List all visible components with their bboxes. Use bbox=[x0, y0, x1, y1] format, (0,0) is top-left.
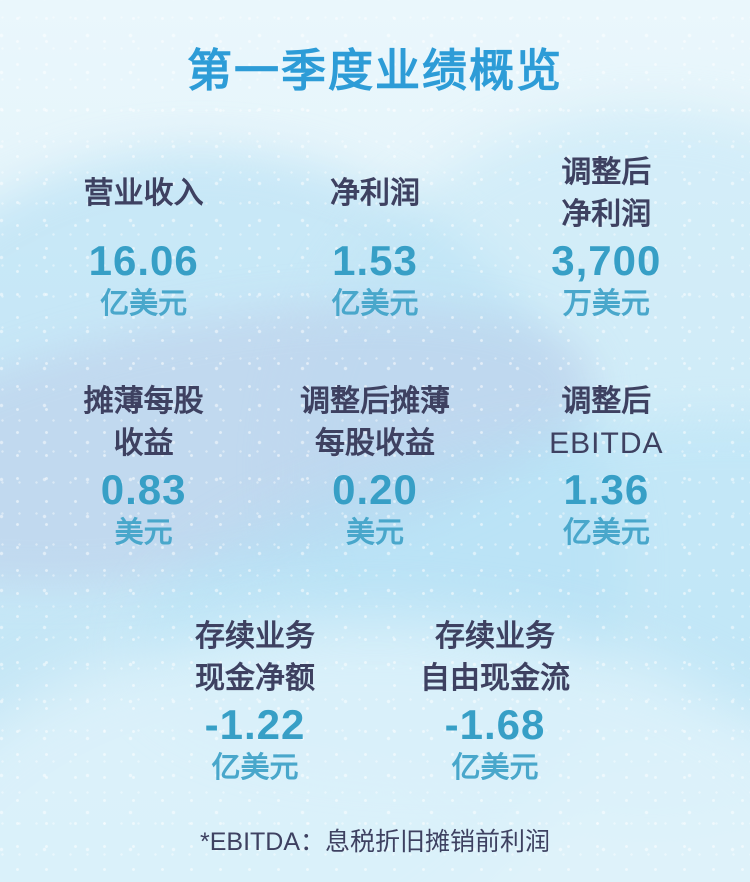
metrics-row-2: 摊薄每股 收益 0.83 美元 调整后摊薄 每股收益 0.20 美元 调整后 E… bbox=[0, 381, 750, 551]
metric-value: -1.22 bbox=[204, 701, 306, 748]
metric-value: 1.53 bbox=[332, 237, 418, 284]
metrics-row-1: 营业收入 16.06 亿美元 净利润 1.53 亿美元 调整后 净利润 3,70… bbox=[0, 152, 750, 322]
metric-free-cash-flow-continuing-ops: 存续业务 自由现金流 -1.68 亿美元 bbox=[375, 616, 615, 786]
metric-adjusted-diluted-eps: 调整后摊薄 每股收益 0.20 美元 bbox=[259, 381, 490, 551]
metric-value: 16.06 bbox=[88, 237, 199, 284]
metric-label-line: EBITDA bbox=[549, 427, 664, 460]
metric-label-line: 摊薄每股 bbox=[83, 385, 204, 418]
metric-label-line: 调整后 bbox=[561, 385, 652, 418]
metric-label-line: 存续业务 bbox=[195, 620, 315, 653]
metric-label: 净利润 bbox=[259, 152, 490, 236]
metric-label-line: 营业收入 bbox=[83, 177, 204, 210]
metric-value: 0.20 bbox=[332, 466, 418, 513]
metric-label-line: 现金净额 bbox=[195, 662, 315, 695]
metric-label-line: 调整后摊薄 bbox=[299, 385, 450, 418]
metric-label-line: 每股收益 bbox=[314, 427, 435, 460]
metric-unit: 万美元 bbox=[562, 288, 650, 320]
metric-adjusted-ebitda: 调整后 EBITDA 1.36 亿美元 bbox=[491, 381, 722, 551]
metric-label: 存续业务 自由现金流 bbox=[375, 616, 615, 700]
page-title: 第一季度业绩概览 bbox=[186, 45, 563, 96]
metric-unit: 亿美元 bbox=[451, 752, 539, 784]
metric-net-cash-continuing-ops: 存续业务 现金净额 -1.22 亿美元 bbox=[135, 616, 375, 786]
metric-label-line: 调整后 bbox=[561, 156, 652, 189]
metric-unit: 亿美元 bbox=[100, 288, 188, 320]
metric-unit: 亿美元 bbox=[331, 288, 419, 320]
metric-value: 1.36 bbox=[563, 466, 650, 513]
metric-label-line: 存续业务 bbox=[435, 620, 555, 653]
metric-label: 调整后 净利润 bbox=[491, 152, 722, 236]
ebitda-footnote: *EBITDA：息税折旧摊销前利润 bbox=[199, 828, 551, 856]
metric-label: 存续业务 现金净额 bbox=[135, 616, 375, 700]
metric-diluted-eps: 摊薄每股 收益 0.83 美元 bbox=[28, 381, 259, 551]
metric-label: 调整后 EBITDA bbox=[491, 381, 722, 465]
metric-label-line: 净利润 bbox=[561, 198, 652, 231]
metric-label: 摊薄每股 收益 bbox=[28, 381, 259, 465]
metric-net-profit: 净利润 1.53 亿美元 bbox=[259, 152, 490, 322]
metrics-row-3: 存续业务 现金净额 -1.22 亿美元 存续业务 自由现金流 -1.68 亿美元 bbox=[135, 616, 615, 786]
metric-label-line: 自由现金流 bbox=[420, 662, 570, 695]
metric-value: -1.68 bbox=[444, 701, 546, 748]
metric-unit: 美元 bbox=[114, 517, 173, 549]
metric-unit: 美元 bbox=[345, 517, 404, 549]
metric-value: 0.83 bbox=[100, 466, 187, 513]
metric-adjusted-net-profit: 调整后 净利润 3,700 万美元 bbox=[491, 152, 722, 322]
metric-unit: 亿美元 bbox=[562, 517, 650, 549]
metric-revenue: 营业收入 16.06 亿美元 bbox=[28, 152, 259, 322]
metric-unit: 亿美元 bbox=[211, 752, 299, 784]
metric-label: 营业收入 bbox=[28, 152, 259, 236]
metric-label-line: 收益 bbox=[113, 427, 174, 460]
metric-label-line: 净利润 bbox=[329, 177, 420, 210]
metric-label: 调整后摊薄 每股收益 bbox=[259, 381, 490, 465]
metric-value: 3,700 bbox=[551, 237, 662, 284]
